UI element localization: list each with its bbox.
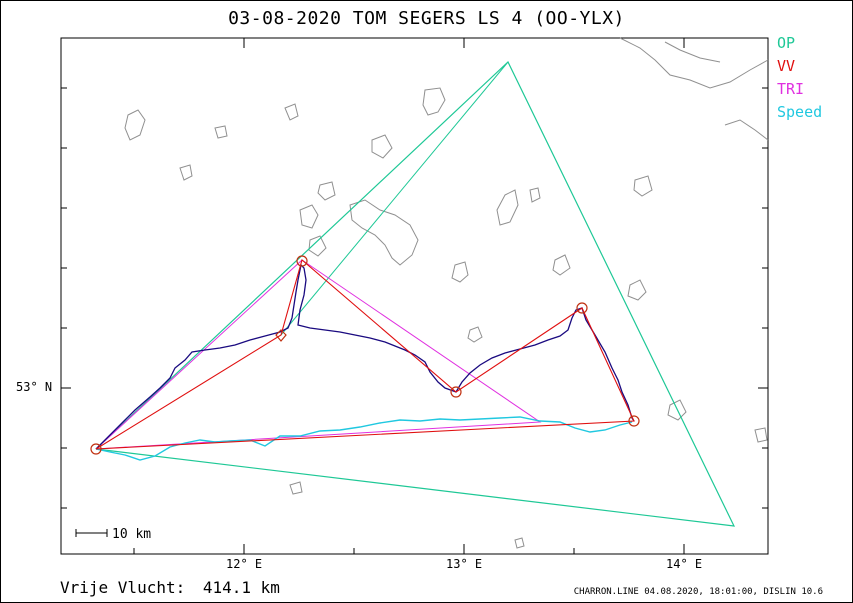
- scale-bar: [75, 529, 108, 537]
- turnpoint-marker-finish: [628, 415, 640, 427]
- axis-ticks: [61, 38, 768, 554]
- turnpoint-markers: [90, 255, 640, 455]
- coast-outline: [724, 119, 769, 141]
- turnpoint-marker-3: [576, 302, 588, 314]
- lake-outline: [552, 254, 571, 276]
- map-frame: [60, 37, 769, 555]
- op-leg: [280, 61, 509, 336]
- lon-tick-label: 14° E: [666, 557, 703, 571]
- lake-outline: [633, 175, 653, 197]
- distance-value: 414.1 km: [202, 578, 280, 597]
- lake-outline: [529, 187, 541, 203]
- op-triangle: [95, 61, 736, 527]
- legend-op: OP: [777, 34, 796, 52]
- speed-track: [95, 416, 633, 461]
- flight-track: [95, 263, 635, 450]
- lake-outline: [514, 537, 525, 549]
- lake-outline: [627, 279, 647, 301]
- vv-route: [95, 259, 635, 450]
- lake-outline: [214, 125, 228, 139]
- lake-outline: [317, 181, 336, 201]
- lake-outline: [754, 427, 768, 443]
- distance-label: Vrije Vlucht:: [60, 578, 186, 597]
- coast-outline: [664, 41, 721, 63]
- scale-bar-label: 10 km: [112, 527, 152, 542]
- lake-outline: [289, 481, 303, 495]
- lon-tick-label: 12° E: [226, 557, 263, 571]
- legend-vv: VV: [777, 57, 796, 75]
- lake-outline: [124, 109, 146, 141]
- lake-outline: [349, 199, 419, 266]
- turnpoint-marker-start: [90, 443, 102, 455]
- lake-outline: [284, 103, 299, 121]
- diamond-marker: [275, 329, 287, 342]
- lake-outline: [179, 164, 193, 181]
- lake-outline: [299, 204, 319, 229]
- lake-outline: [496, 189, 519, 226]
- legend-tri: TRI: [777, 80, 805, 98]
- lake-outline: [422, 87, 446, 116]
- coast-outline: [619, 37, 769, 89]
- turnpoint-marker-1: [296, 255, 308, 267]
- legend-speed: Speed: [777, 103, 823, 121]
- lake-outline: [467, 326, 483, 343]
- lake-outline: [371, 134, 393, 159]
- lat-tick-label: 53° N: [16, 380, 53, 394]
- turnpoint-marker-2: [450, 386, 462, 398]
- lon-tick-label: 13° E: [446, 557, 483, 571]
- tri-triangle: [95, 259, 542, 450]
- page-title: 03-08-2020 TOM SEGERS LS 4 (OO-YLX): [228, 8, 625, 29]
- footer-credits: CHARRON.LINE 04.08.2020, 18:01:00, DISLI…: [573, 587, 823, 597]
- distance-result: Vrije Vlucht: 414.1 km: [60, 578, 280, 597]
- lake-outline: [667, 399, 687, 421]
- lake-outline: [451, 261, 469, 283]
- coastline-layer: [124, 37, 769, 549]
